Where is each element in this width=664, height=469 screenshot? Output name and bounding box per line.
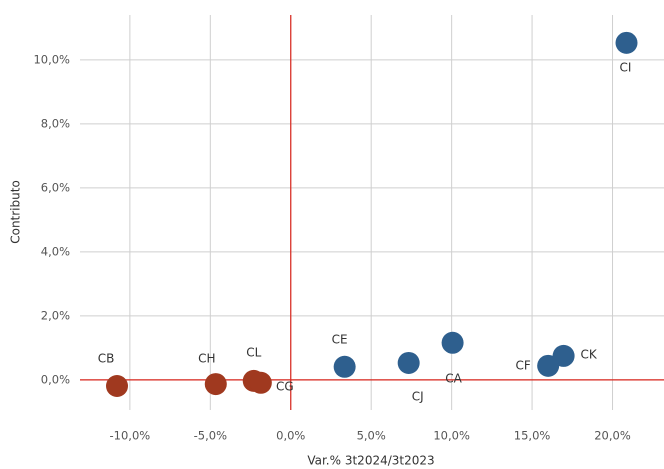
y-tick-label: 6,0% bbox=[41, 180, 70, 194]
point-label: CJ bbox=[412, 389, 424, 403]
y-tick-label: 10,0% bbox=[33, 52, 70, 66]
point bbox=[537, 354, 560, 377]
y-axis-label: Contributo bbox=[9, 180, 23, 244]
point-label: CK bbox=[580, 347, 597, 361]
point bbox=[106, 374, 129, 397]
y-tick-label: 4,0% bbox=[41, 244, 70, 258]
x-tick-label: 20,0% bbox=[594, 429, 631, 443]
x-tick-label: 15,0% bbox=[514, 429, 551, 443]
point bbox=[249, 371, 272, 394]
point-label: CE bbox=[332, 332, 348, 346]
point-label: CH bbox=[198, 352, 215, 366]
x-tick-label: -5,0% bbox=[194, 429, 227, 443]
point bbox=[441, 331, 464, 354]
x-tick-label: -10,0% bbox=[110, 429, 151, 443]
point bbox=[204, 373, 227, 396]
x-tick-label: 0,0% bbox=[276, 429, 305, 443]
y-tick-label: 2,0% bbox=[41, 308, 70, 322]
point bbox=[333, 355, 356, 378]
x-axis-label: Var.% 3t2024/3t2023 bbox=[307, 454, 434, 468]
point-label: CL bbox=[246, 345, 261, 359]
x-tick-label: 5,0% bbox=[357, 429, 386, 443]
point-label: CA bbox=[445, 371, 462, 385]
y-tick-label: 0,0% bbox=[41, 372, 70, 386]
point-label: CF bbox=[516, 358, 531, 372]
point bbox=[615, 31, 638, 54]
point-label: CI bbox=[620, 60, 632, 74]
x-tick-label: 10,0% bbox=[433, 429, 470, 443]
point bbox=[397, 351, 420, 374]
point-label: CB bbox=[98, 351, 115, 365]
y-tick-label: 8,0% bbox=[41, 116, 70, 130]
point-label: CG bbox=[276, 379, 294, 393]
